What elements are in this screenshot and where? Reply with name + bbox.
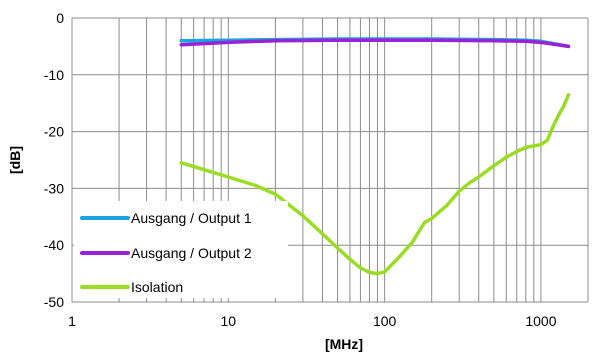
plot-frame bbox=[71, 18, 588, 303]
y-tick-label: -10 bbox=[44, 67, 64, 83]
x-tick-label: 1000 bbox=[525, 313, 556, 329]
series-line-3 bbox=[179, 92, 571, 276]
y-tick-label: -30 bbox=[44, 180, 64, 196]
legend: Ausgang / Output 1 Ausgang / Output 2 Isol… bbox=[74, 201, 288, 298]
x-tick-label: 100 bbox=[373, 313, 397, 329]
series-line-2 bbox=[179, 38, 571, 49]
x-tick-label: 10 bbox=[221, 313, 237, 329]
y-axis-title: [dB] bbox=[7, 146, 23, 174]
legend-label-3: Isolation bbox=[131, 279, 183, 295]
minor-gridlines bbox=[118, 18, 589, 302]
series-layer bbox=[179, 37, 571, 276]
x-tick-label: 1 bbox=[68, 313, 76, 329]
y-tick-labels: 0 -10 -20 -30 -40 -50 bbox=[44, 10, 64, 310]
legend-label-2: Ausgang / Output 2 bbox=[131, 245, 252, 261]
legend-label-1: Ausgang / Output 1 bbox=[131, 210, 252, 226]
x-tick-labels: 1 10 100 1000 bbox=[68, 313, 557, 329]
y-tick-label: -50 bbox=[44, 294, 64, 310]
x-axis-title: [MHz] bbox=[325, 336, 363, 352]
y-tick-label: -20 bbox=[44, 124, 64, 140]
y-tick-label: -40 bbox=[44, 237, 64, 253]
y-tick-label: 0 bbox=[56, 10, 64, 26]
